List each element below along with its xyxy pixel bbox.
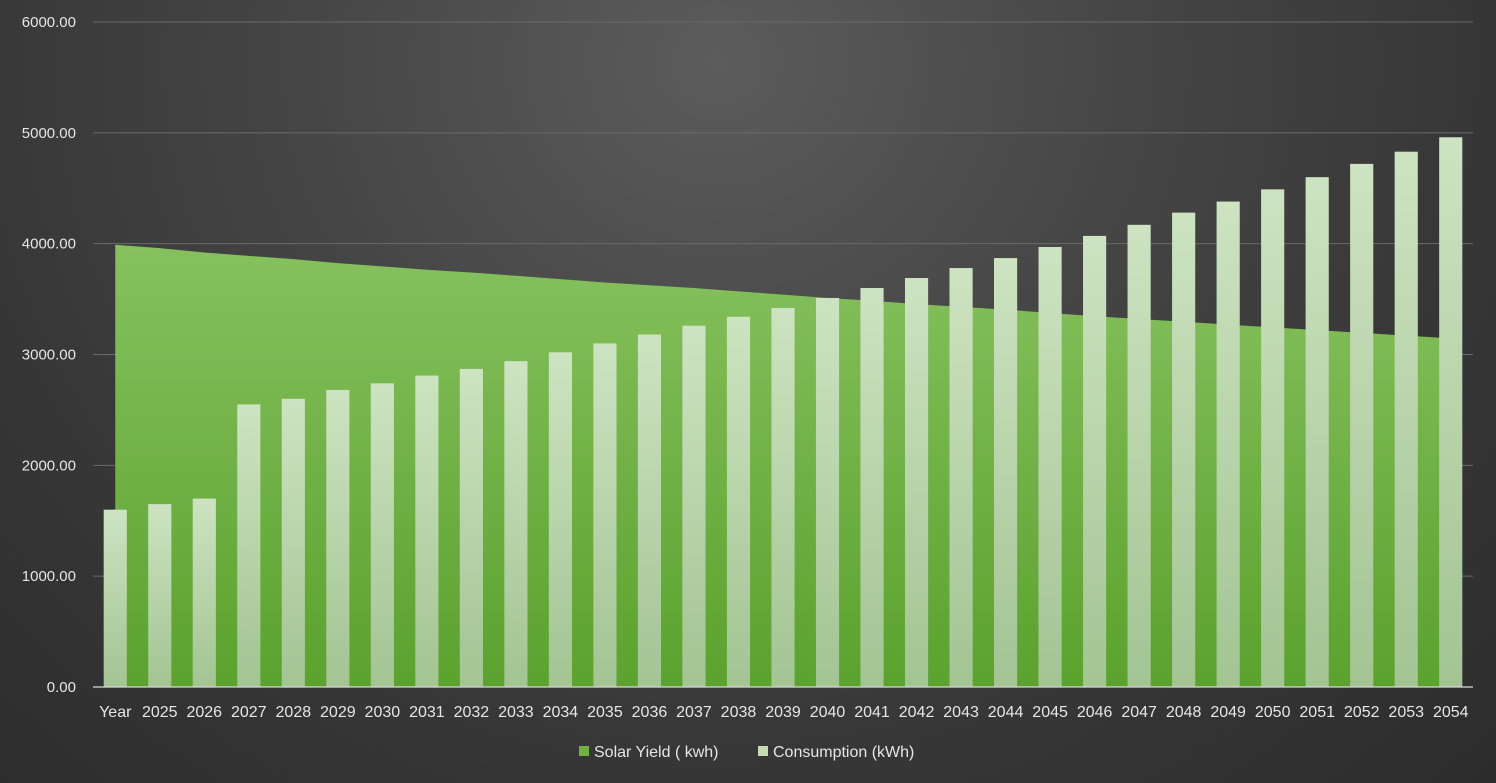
consumption-bar xyxy=(459,368,483,687)
consumption-bar xyxy=(1038,246,1062,687)
x-tick-label: 2051 xyxy=(1299,704,1335,721)
consumption-bar xyxy=(281,398,305,687)
y-tick-label: 0.00 xyxy=(47,679,76,696)
consumption-bar xyxy=(415,375,439,687)
x-tick-label: 2035 xyxy=(587,704,623,721)
x-tick-label: 2040 xyxy=(810,704,846,721)
consumption-bar xyxy=(682,325,706,687)
x-tick-label: 2034 xyxy=(543,704,579,721)
y-tick-label: 5000.00 xyxy=(22,125,76,142)
x-tick-label: 2027 xyxy=(231,704,267,721)
y-tick-label: 1000.00 xyxy=(22,568,76,585)
y-tick-label: 4000.00 xyxy=(22,236,76,253)
legend-swatch-consumption xyxy=(758,746,768,756)
consumption-bar xyxy=(504,361,528,687)
x-tick-label: 2031 xyxy=(409,704,445,721)
x-tick-label: 2042 xyxy=(899,704,935,721)
x-tick-label: 2052 xyxy=(1344,704,1380,721)
consumption-bar xyxy=(192,498,216,687)
consumption-bar xyxy=(994,258,1018,687)
x-tick-label: 2049 xyxy=(1210,704,1246,721)
consumption-bar xyxy=(1305,177,1329,687)
legend-label-consumption: Consumption (kWh) xyxy=(773,744,914,761)
x-tick-label: 2047 xyxy=(1121,704,1157,721)
consumption-bar xyxy=(103,509,127,687)
x-tick-label: 2045 xyxy=(1032,704,1068,721)
x-tick-label: 2044 xyxy=(988,704,1024,721)
x-tick-label: Year xyxy=(99,704,132,721)
consumption-bar xyxy=(548,352,572,687)
consumption-bar xyxy=(1127,224,1151,687)
x-tick-label: 2025 xyxy=(142,704,178,721)
consumption-bar xyxy=(1172,212,1196,687)
consumption-bar xyxy=(637,334,662,687)
consumption-bar xyxy=(860,288,884,687)
x-tick-label: 2041 xyxy=(854,704,890,721)
legend-label-solar-yield: Solar Yield ( kwh) xyxy=(594,744,719,761)
consumption-bar xyxy=(1083,235,1107,688)
consumption-bar xyxy=(1261,189,1285,687)
x-tick-label: 2048 xyxy=(1166,704,1202,721)
x-tick-label: 2029 xyxy=(320,704,356,721)
x-tick-label: 2033 xyxy=(498,704,534,721)
axes: 0.00 1000.00 2000.00 3000.00 4000.00 5000.00 6… xyxy=(22,14,1473,721)
consumption-bar xyxy=(904,278,929,687)
consumption-bar xyxy=(148,504,172,687)
consumption-bar xyxy=(593,343,617,687)
x-tick-label: 2053 xyxy=(1388,704,1424,721)
consumption-bar xyxy=(771,307,795,687)
consumption-bar xyxy=(370,383,394,687)
y-tick-label: 3000.00 xyxy=(22,347,76,364)
consumption-bar xyxy=(815,297,840,687)
consumption-bar xyxy=(726,316,751,687)
legend: Solar Yield ( kwh) Consumption (kWh) xyxy=(579,744,914,761)
x-tick-label: 2046 xyxy=(1077,704,1113,721)
x-tick-label: 2043 xyxy=(943,704,979,721)
y-tick-label: 2000.00 xyxy=(22,457,76,474)
legend-swatch-solar-yield xyxy=(579,746,589,756)
consumption-bar xyxy=(326,389,350,687)
consumption-bar xyxy=(949,268,973,687)
y-tick-label: 6000.00 xyxy=(22,14,76,31)
x-tick-label: 2026 xyxy=(186,704,222,721)
x-tick-label: 2032 xyxy=(454,704,490,721)
consumption-bar xyxy=(237,404,261,687)
x-tick-label: 2028 xyxy=(276,704,312,721)
x-tick-label: 2050 xyxy=(1255,704,1291,721)
consumption-bar xyxy=(1216,201,1240,688)
consumption-series xyxy=(103,137,1463,688)
consumption-bar xyxy=(1394,151,1418,688)
x-tick-label: 2037 xyxy=(676,704,712,721)
consumption-bar xyxy=(1439,137,1463,687)
x-tick-label: 2030 xyxy=(365,704,401,721)
x-tick-label: 2039 xyxy=(765,704,801,721)
consumption-bar xyxy=(1350,163,1374,687)
x-tick-label: 2036 xyxy=(632,704,668,721)
x-tick-label: 2038 xyxy=(721,704,757,721)
x-tick-label: 2054 xyxy=(1433,704,1469,721)
